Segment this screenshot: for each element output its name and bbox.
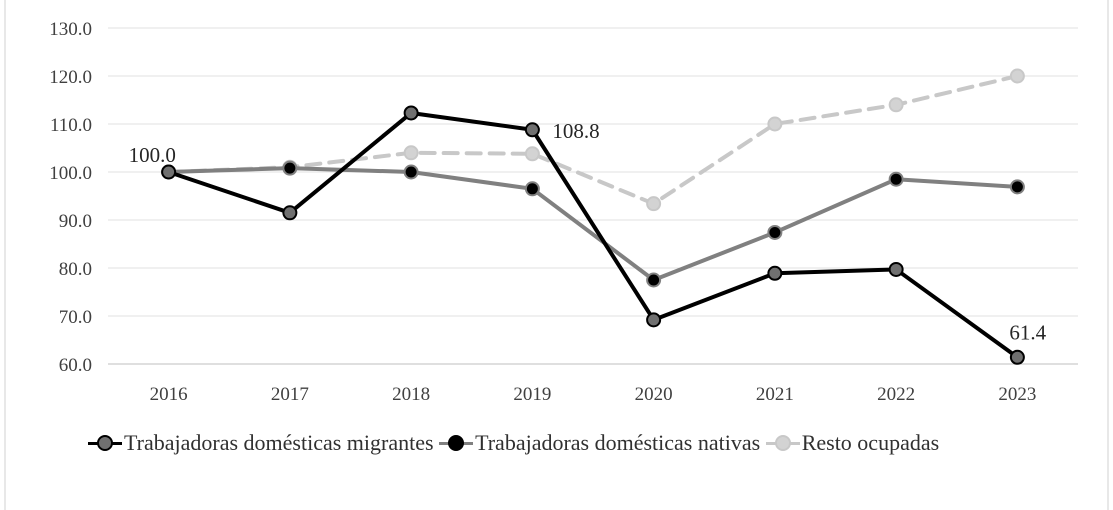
x-tick-label: 2022 (877, 384, 915, 405)
series-layer (161, 68, 1025, 365)
data-point (403, 105, 419, 121)
data-point (403, 145, 419, 161)
data-point (403, 164, 419, 180)
y-tick-label: 80.0 (59, 259, 92, 280)
data-point (524, 181, 540, 197)
series-line (166, 110, 1020, 360)
x-tick-label: 2019 (513, 384, 551, 405)
data-point (888, 261, 904, 277)
y-tick-label: 120.0 (49, 67, 92, 88)
legend-marker-resto (765, 435, 800, 451)
data-point (767, 116, 783, 132)
data-point (161, 164, 177, 180)
y-tick-label: 130.0 (49, 19, 92, 40)
data-labels: 100.0 108.8 61.4 (129, 119, 1047, 345)
data-point (1009, 179, 1025, 195)
data-point (767, 224, 783, 240)
legend-marker-migrantes (88, 435, 122, 451)
x-tick-label: 2021 (756, 384, 794, 405)
y-tick-label: 60.0 (59, 355, 92, 376)
legend-item-nativas[interactable]: Trabajadoras domésticas nativas (439, 430, 766, 455)
y-tick-label: 70.0 (59, 307, 92, 328)
x-tick-label: 2016 (150, 384, 188, 405)
y-axis-ticks: 60.0 70.0 80.0 90.0 100.0 110.0 120.0 130.0 (49, 19, 92, 376)
legend-label-nativas: Trabajadoras domésticas nativas (475, 430, 761, 455)
x-tick-label: 2023 (998, 384, 1036, 405)
data-point (524, 146, 540, 162)
data-point (646, 272, 662, 288)
gridlines (108, 27, 1078, 365)
series-0 (161, 105, 1025, 365)
y-tick-label: 100.0 (49, 163, 92, 184)
legend-marker-nativas (439, 435, 474, 451)
series-line (166, 74, 1020, 206)
x-tick-label: 2018 (392, 384, 430, 405)
data-point (767, 265, 783, 281)
data-label: 61.4 (1009, 320, 1046, 344)
series-line (166, 166, 1020, 282)
legend: Trabajadoras domésticas migrantes Trabaj… (88, 428, 1068, 458)
data-label: 100.0 (129, 143, 176, 167)
x-tick-label: 2020 (635, 384, 673, 405)
y-tick-label: 90.0 (59, 211, 92, 232)
y-tick-label: 110.0 (50, 115, 92, 136)
data-point (646, 312, 662, 328)
data-point (888, 171, 904, 187)
data-point (888, 97, 904, 113)
x-tick-label: 2017 (271, 384, 309, 405)
legend-label-resto: Resto ocupadas (801, 430, 940, 455)
data-point (646, 196, 662, 212)
data-point (282, 160, 298, 176)
data-label: 108.8 (552, 119, 599, 143)
legend-item-migrantes[interactable]: Trabajadoras domésticas migrantes (88, 430, 439, 455)
series-1 (161, 160, 1025, 288)
legend-label-migrantes: Trabajadoras domésticas migrantes (124, 430, 434, 455)
legend-item-resto[interactable]: Resto ocupadas (765, 430, 940, 455)
data-point (1009, 68, 1025, 84)
x-axis-ticks: 2016 2017 2018 2019 2020 2021 2022 2023 (150, 384, 1037, 405)
data-point (524, 122, 540, 138)
data-point (1009, 349, 1025, 365)
data-point (282, 205, 298, 221)
